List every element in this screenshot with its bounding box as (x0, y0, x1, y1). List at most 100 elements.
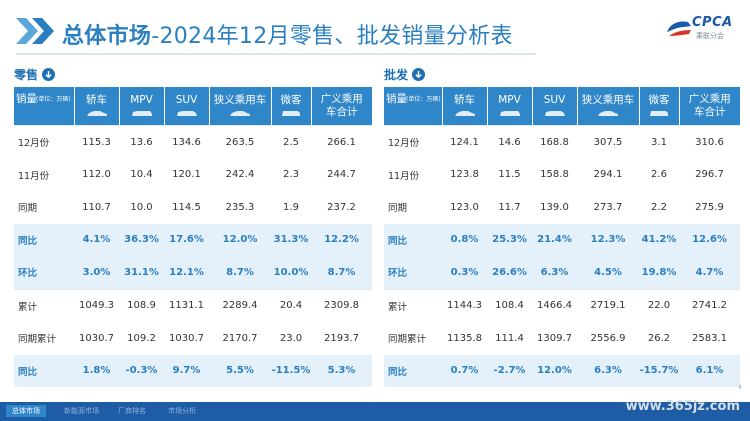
table-cell: 124.1 (442, 125, 487, 159)
table-cell: 11.7 (498, 201, 521, 213)
table-cell: 296.7 (695, 169, 724, 181)
col-header: 狭义乘用车 (209, 87, 272, 126)
table-cell: -0.3% (119, 354, 164, 387)
page-number: 4 (738, 384, 742, 391)
row-label: 累计 (14, 288, 74, 322)
col-header-label: SUV (543, 94, 566, 106)
footer-tab-overall[interactable]: 总体市场 (6, 405, 46, 417)
footer-nav: 总体市场 新能源市场 厂商排名 市场分析 (0, 402, 750, 421)
table-row: 同比 0.8% 25.3% 21.4% 12.3% 41.2% 12.6% (384, 223, 740, 256)
col-header: 广义乘用车合计 (679, 87, 740, 126)
wholesale-label-text: 批发 (384, 68, 409, 82)
col-header-label: 狭义乘用车 (581, 94, 635, 106)
table-cell: 2719.1 (577, 288, 639, 322)
table-cell: 8.7% (311, 256, 372, 289)
table-cell: 20.4 (271, 288, 311, 322)
wholesale-section: 批发 销量 (单位：万辆) 轿车 MPV SUV 狭义乘用车 微客 广义乘用车合… (384, 66, 740, 400)
col-header-label: 微客 (648, 94, 670, 106)
corner-unit: (单位：万辆) (36, 96, 71, 103)
table-cell: 23.0 (279, 332, 303, 344)
table-cell: 2309.8 (311, 288, 372, 322)
table-cell: 266.1 (311, 125, 372, 159)
row-label: 同比 (14, 354, 74, 387)
logo-subtext: 乘联分会 (696, 32, 724, 40)
corner-label: 销量 (386, 93, 407, 105)
table-cell: 108.9 (119, 288, 164, 322)
table-cell: 25.3% (487, 223, 532, 256)
header: 总体市场-2024年12月零售、批发销量分析表 CPCA 乘联分会 (0, 0, 750, 62)
table-cell: 2556.9 (590, 332, 626, 344)
table-cell: 244.7 (327, 169, 356, 181)
row-label: 环比 (14, 256, 74, 289)
col-header: 微客 (271, 87, 312, 126)
table-cell: 9.7% (164, 354, 209, 387)
row-label: 同比 (14, 223, 74, 256)
wholesale-label: 批发 (384, 66, 426, 83)
table-cell: 110.7 (82, 201, 111, 213)
retail-label: 零售 (14, 66, 56, 83)
col-header: 狭义乘用车 (577, 87, 640, 126)
footer-tab-nev[interactable]: 新能源市场 (64, 407, 99, 415)
table-cell: 1144.3 (442, 288, 487, 322)
retail-body: 12月份 115.3 13.6 134.6 263.5 2.5 266.1 11月份 112.0… (14, 125, 372, 387)
page-title: 总体市场-2024年12月零售、批发销量分析表 (62, 18, 513, 50)
col-header: 轿车 (442, 87, 488, 126)
row-label: 同期累计 (18, 334, 57, 346)
table-cell: 10.4 (130, 169, 153, 181)
table-cell: 22.0 (639, 288, 679, 322)
wholesale-table: 销量 (单位：万辆) 轿车 MPV SUV 狭义乘用车 微客 广义乘用车合计 1… (384, 87, 740, 387)
corner-unit: (单位：万辆) (406, 96, 441, 103)
table-cell: 17.6% (164, 223, 209, 256)
col-header-label: SUV (175, 94, 198, 106)
col-header: 广义乘用车合计 (311, 87, 372, 126)
table-cell: 0.7% (442, 354, 487, 387)
table-row: 同期累计 1030.7 109.2 1030.7 2170.7 23.0 2193.7 (14, 322, 372, 355)
table-cell: 1309.7 (537, 332, 572, 344)
table-cell: 12.3% (577, 223, 639, 256)
retail-table: 销量 (单位：万辆) 轿车 MPV SUV 狭义乘用车 微客 广义乘用车合计 1… (14, 87, 372, 387)
page-title-bold: 总体市场 (62, 24, 152, 49)
table-cell: 2.2 (651, 201, 667, 213)
table-row: 环比 3.0% 31.1% 12.1% 8.7% 10.0% 8.7% (14, 256, 372, 289)
table-cell: 1030.7 (79, 332, 114, 344)
table-cell: 14.6 (487, 125, 532, 159)
table-cell: 3.0% (74, 256, 119, 289)
col-header: 微客 (639, 87, 680, 126)
table-cell: 4.1% (74, 223, 119, 256)
table-row: 12月份 115.3 13.6 134.6 263.5 2.5 266.1 (14, 125, 372, 159)
table-cell: 1.8% (74, 354, 119, 387)
col-header-label: 微客 (280, 94, 302, 106)
table-cell: 31.3% (271, 223, 311, 256)
table-cell: 310.6 (679, 125, 740, 159)
mpv-icon (499, 111, 520, 116)
table-cell: 1466.4 (532, 288, 577, 322)
table-cell: 19.8% (639, 256, 679, 289)
footer-tab-ranking[interactable]: 厂商排名 (118, 407, 146, 415)
table-cell: 12.0% (209, 223, 271, 256)
row-label: 12月份 (14, 125, 74, 159)
table-row: 累计 1049.3 108.9 1131.1 2289.4 20.4 2309.8 (14, 288, 372, 322)
table-cell: 13.6 (119, 125, 164, 159)
table-cell: 139.0 (540, 201, 569, 213)
col-header-label: 轿车 (454, 94, 475, 106)
row-label: 累计 (384, 288, 442, 322)
table-cell: 5.3% (311, 354, 372, 387)
table-row: 11月份 112.0 10.4 120.1 242.4 2.3 244.7 (14, 159, 372, 192)
chevron-right-icon (16, 18, 54, 44)
footer-tab-analysis[interactable]: 市场分析 (168, 407, 196, 415)
table-cell: 275.9 (695, 201, 724, 213)
table-cell: 12.6% (679, 223, 740, 256)
table-cell: 12.1% (164, 256, 209, 289)
table-cell: 120.1 (172, 169, 201, 181)
table-cell: 2289.4 (209, 288, 271, 322)
table-cell: 1.9 (283, 201, 299, 213)
table-cell: 2170.7 (222, 332, 258, 344)
row-label: 12月份 (384, 125, 442, 159)
table-cell: 3.1 (639, 125, 679, 159)
table-cell: 4.7% (679, 256, 740, 289)
table-cell: 273.7 (593, 201, 623, 213)
row-label: 环比 (384, 256, 442, 289)
table-row: 同期 123.0 11.7 139.0 273.7 2.2 275.9 (384, 191, 740, 224)
table-cell: 109.2 (127, 332, 156, 344)
cpca-car-icon (667, 21, 691, 36)
